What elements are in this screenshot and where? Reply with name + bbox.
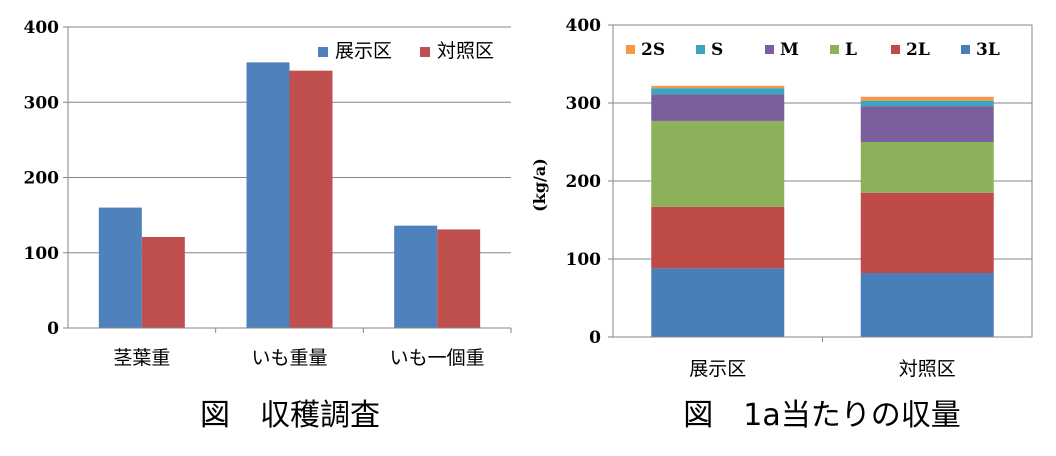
legend-label: L <box>845 40 857 60</box>
bar-segment-l-1 <box>860 142 994 193</box>
legend-label: S <box>711 40 723 60</box>
category-label: いも一個重 <box>390 347 485 369</box>
legend-swatch-2 <box>420 47 430 57</box>
legend-swatch-1 <box>318 47 328 57</box>
legend-swatch-s <box>696 45 705 54</box>
legend-label: 展示区 <box>335 40 392 62</box>
bar-segment-s-1 <box>860 100 994 107</box>
y-tick-label: 200 <box>24 169 60 189</box>
bar-item-0-1 <box>246 62 290 329</box>
y-axis-label-kg-per-a: (kg/a) <box>530 158 549 212</box>
bar-segment-l-0 <box>651 120 785 207</box>
legend-swatch-2l <box>891 45 900 54</box>
legend-label: M <box>780 40 799 60</box>
legend-swatch-2s <box>626 45 635 54</box>
legend-label: 3L <box>976 40 1000 60</box>
bar-item-0-0 <box>98 207 142 328</box>
y-tick-label: 400 <box>24 18 60 38</box>
category-label: 対照区 <box>899 358 956 380</box>
caption-yield-per-are: 図 1a当たりの収量 <box>683 398 960 433</box>
category-label: いも重量 <box>251 347 327 369</box>
caption-harvest-survey: 図 収穫調査 <box>200 398 380 433</box>
y-tick-label: 400 <box>566 16 602 36</box>
bar-segment-2l-0 <box>651 206 785 269</box>
legend-swatch-l <box>830 45 839 54</box>
yield-per-are-chart: 0 100 200 300 400 展示区 対照区 2S S M L 2L 3L (kg/a) 図 … <box>530 16 1033 433</box>
bar-item-1-0 <box>141 236 185 328</box>
legend-label: 2L <box>906 40 930 60</box>
category-label: 茎葉重 <box>113 347 170 369</box>
bar-segment-3l-1 <box>860 273 994 337</box>
bar-item-1-1 <box>289 70 333 329</box>
category-label: 展示区 <box>689 358 746 380</box>
y-tick-label: 300 <box>566 94 602 114</box>
legend-label: 対照区 <box>437 40 494 62</box>
bar-segment-2s-0 <box>651 85 785 89</box>
bar-segment-2l-1 <box>860 192 994 274</box>
y-tick-label: 0 <box>589 328 601 348</box>
legend-swatch-m <box>765 45 774 54</box>
y-tick-label: 0 <box>47 319 59 339</box>
bar-segment-2s-1 <box>860 96 994 101</box>
bar-segment-3l-0 <box>651 268 785 337</box>
y-tick-label: 300 <box>24 93 60 113</box>
y-tick-label: 200 <box>566 172 602 192</box>
legend-label: 2S <box>641 40 665 60</box>
bar-segment-s-0 <box>651 88 785 95</box>
y-tick-label: 100 <box>566 250 602 270</box>
bar-item-1-2 <box>437 229 481 328</box>
bar-segment-m-1 <box>860 106 994 142</box>
bar-segment-m-0 <box>651 94 785 121</box>
harvest-survey-chart: 0 100 200 300 400 茎葉重 いも重量 いも一個重 展示区 対照区 図 収穫調査 <box>24 18 512 433</box>
legend-swatch-3l <box>961 45 970 54</box>
bar-item-0-2 <box>394 225 438 328</box>
y-tick-label: 100 <box>24 244 60 264</box>
